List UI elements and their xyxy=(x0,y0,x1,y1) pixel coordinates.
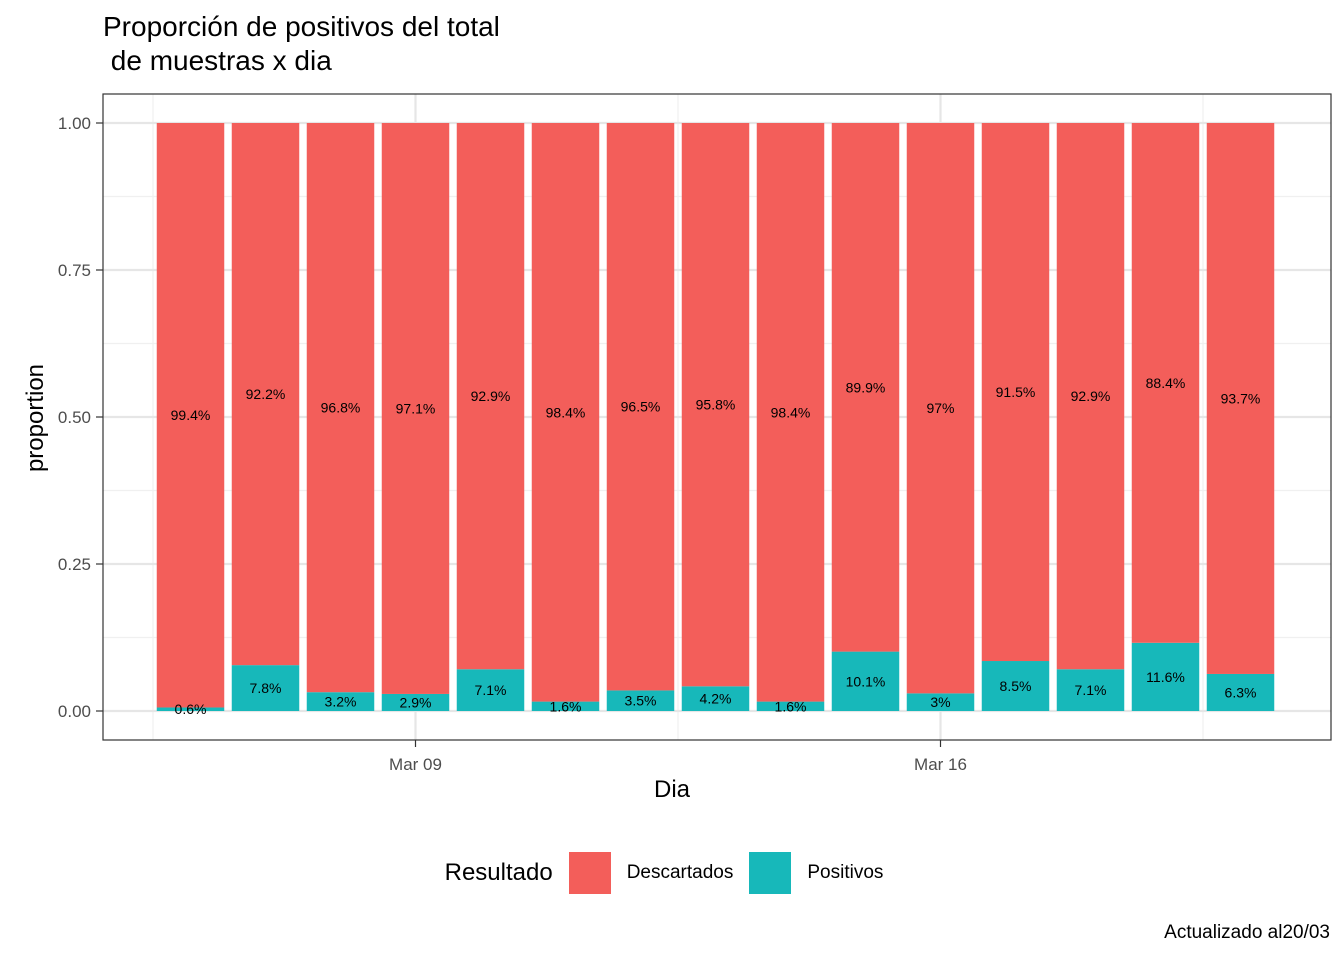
data-label-descartados: 92.9% xyxy=(471,388,511,404)
y-tick-label: 0.25 xyxy=(58,555,91,574)
data-label-positivos: 7.1% xyxy=(1075,682,1107,698)
data-label-descartados: 92.9% xyxy=(1071,388,1111,404)
data-label-positivos: 0.6% xyxy=(175,701,207,717)
data-label-descartados: 96.5% xyxy=(621,399,661,415)
legend-key-descartados xyxy=(568,852,611,894)
bar-descartados xyxy=(831,123,900,652)
bars xyxy=(156,123,1275,711)
data-label-positivos: 7.8% xyxy=(250,680,282,696)
bar-positivos xyxy=(456,669,525,711)
bar-positivos xyxy=(606,690,675,711)
data-label-positivos: 4.2% xyxy=(700,691,732,707)
x-tick-label: Mar 09 xyxy=(389,755,442,774)
bar-positivos xyxy=(1206,673,1275,711)
bar-descartados xyxy=(381,123,450,694)
data-label-descartados: 98.4% xyxy=(546,404,586,420)
caption: Actualizado al20/03 xyxy=(1164,922,1330,943)
data-label-descartados: 97% xyxy=(926,400,954,416)
bar-positivos xyxy=(381,693,450,711)
bar-positivos xyxy=(156,707,225,711)
x-tick-label: Mar 16 xyxy=(914,755,967,774)
data-label-descartados: 91.5% xyxy=(996,384,1036,400)
data-label-positivos: 10.1% xyxy=(846,673,886,689)
data-label-descartados: 88.4% xyxy=(1146,375,1186,391)
bar-positivos xyxy=(831,651,900,711)
x-axis-title: Dia xyxy=(653,776,690,803)
bar-descartados xyxy=(306,123,375,693)
legend-label-positivos: Positivos xyxy=(807,862,884,883)
bar-labels: 99.4% 0.6% 92.2% 7.8% 96.8% 3.2% 97.1% 2.9% 92.9… xyxy=(171,375,1261,717)
legend-title: Resultado xyxy=(444,859,553,886)
bar-descartados xyxy=(756,123,825,702)
bar-positivos xyxy=(756,701,825,711)
bar-descartados xyxy=(1206,123,1275,674)
bar-descartados xyxy=(231,123,300,666)
bar-positivos xyxy=(1056,669,1125,711)
data-label-positivos: 1.6% xyxy=(550,698,582,714)
bar-positivos xyxy=(306,692,375,711)
data-label-positivos: 6.3% xyxy=(1225,684,1257,700)
bar-positivos xyxy=(981,661,1050,711)
data-label-descartados: 96.8% xyxy=(321,400,361,416)
bar-descartados xyxy=(1056,123,1125,670)
bar-descartados xyxy=(681,123,750,687)
data-label-positivos: 2.9% xyxy=(400,694,432,710)
bar-descartados xyxy=(1131,123,1200,643)
bar-descartados xyxy=(531,123,600,702)
data-label-positivos: 7.1% xyxy=(475,682,507,698)
legend-label-descartados: Descartados xyxy=(626,862,734,883)
data-label-positivos: 3.5% xyxy=(625,693,657,709)
bar-positivos xyxy=(1131,642,1200,711)
data-label-descartados: 89.9% xyxy=(846,379,886,395)
data-label-positivos: 1.6% xyxy=(775,698,807,714)
data-label-positivos: 8.5% xyxy=(1000,678,1032,694)
bar-descartados xyxy=(606,123,675,691)
data-label-positivos: 3% xyxy=(930,694,950,710)
bar-descartados xyxy=(981,123,1050,662)
x-axis: Mar 09 Mar 16 xyxy=(389,740,967,774)
y-tick-label: 0.00 xyxy=(58,702,91,721)
y-tick-label: 0.75 xyxy=(58,261,91,280)
legend: Resultado Descartados Positivos xyxy=(0,850,1344,896)
data-label-descartados: 95.8% xyxy=(696,397,736,413)
legend-key-positivos xyxy=(749,852,792,894)
y-tick-label: 0.50 xyxy=(58,408,91,427)
chart-title: Proporción de positivos del total de mue… xyxy=(103,11,500,76)
y-tick-label: 1.00 xyxy=(58,114,91,133)
y-axis-title: proportion xyxy=(22,363,49,473)
bar-positivos xyxy=(906,693,975,711)
bar-descartados xyxy=(156,123,225,708)
y-axis: 0.00 0.25 0.50 0.75 1.00 xyxy=(58,114,103,721)
data-label-positivos: 11.6% xyxy=(1146,669,1185,685)
bar-descartados xyxy=(906,123,975,694)
bar-positivos xyxy=(231,665,300,711)
data-label-descartados: 92.2% xyxy=(246,386,286,402)
bar-descartados xyxy=(456,123,525,670)
data-label-positivos: 3.2% xyxy=(325,694,357,710)
data-label-descartados: 97.1% xyxy=(396,400,436,416)
bar-positivos xyxy=(531,701,600,711)
data-label-descartados: 93.7% xyxy=(1221,390,1261,406)
bar-positivos xyxy=(681,686,750,711)
data-label-descartados: 98.4% xyxy=(771,404,811,420)
data-label-descartados: 99.4% xyxy=(171,407,211,423)
